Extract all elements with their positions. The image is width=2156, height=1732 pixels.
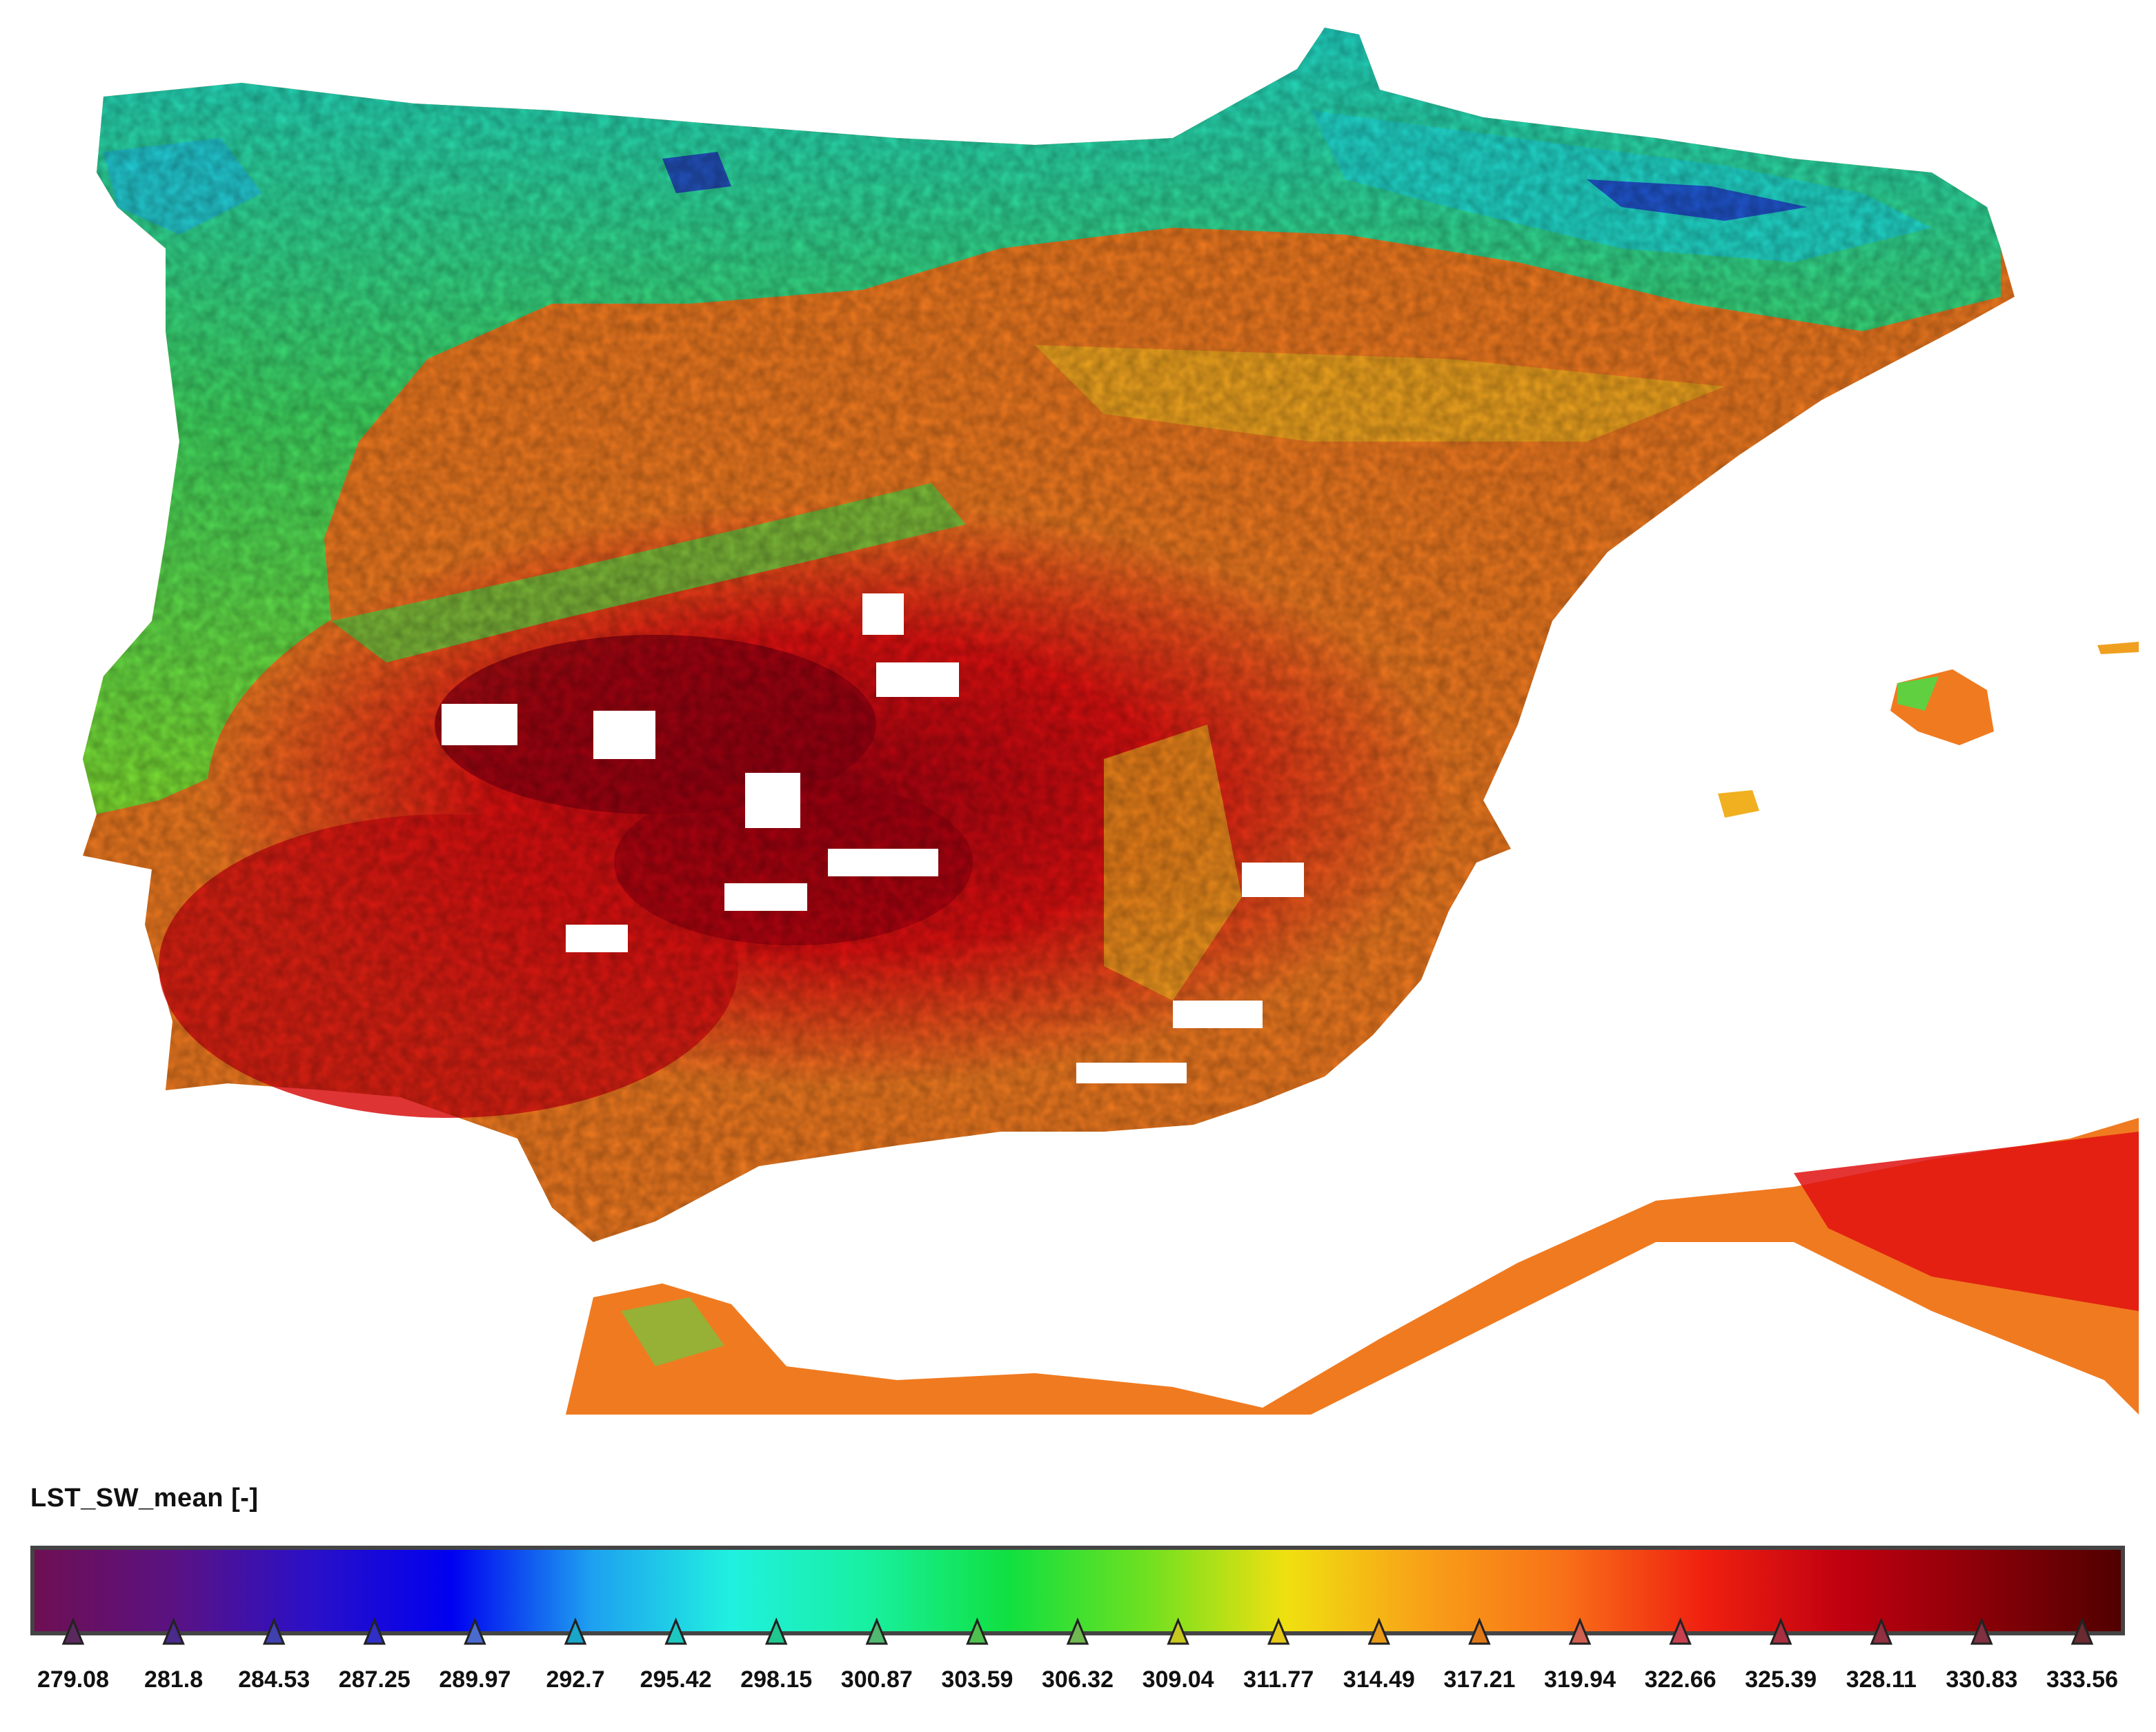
land-texture: [83, 28, 2015, 1242]
tick-label: 328.11: [1846, 1666, 1917, 1693]
tick-label: 298.15: [740, 1666, 812, 1693]
tick-markers: [0, 1608, 2156, 1663]
tick-label: 333.56: [2046, 1666, 2118, 1693]
tick-label: 303.59: [941, 1666, 1013, 1693]
tick-marker: [867, 1620, 887, 1644]
tick-label: 281.8: [144, 1666, 203, 1693]
tick-marker: [264, 1620, 284, 1644]
tick-marker: [2073, 1620, 2092, 1644]
balearic-menorca: [2097, 642, 2139, 654]
tick-marker: [63, 1620, 83, 1644]
tick-label: 317.21: [1443, 1666, 1515, 1693]
lst-map: [0, 0, 2156, 1435]
tick-label: 287.25: [339, 1666, 411, 1693]
tick-label: 292.7: [546, 1666, 604, 1693]
tick-label: 330.83: [1946, 1666, 2017, 1693]
tick-label: 314.49: [1343, 1666, 1415, 1693]
tick-label: 300.87: [841, 1666, 913, 1693]
tick-marker: [967, 1620, 987, 1644]
tick-marker: [1972, 1620, 1991, 1644]
tick-label: 306.32: [1042, 1666, 1114, 1693]
tick-label: 319.94: [1544, 1666, 1616, 1693]
tick-marker: [1671, 1620, 1690, 1644]
tick-marker: [1369, 1620, 1389, 1644]
balearic-mallorca: [1890, 669, 1994, 745]
tick-marker: [1269, 1620, 1288, 1644]
tick-marker: [465, 1620, 484, 1644]
tick-marker: [566, 1620, 585, 1644]
tick-label: 284.53: [238, 1666, 310, 1693]
tick-label: 322.66: [1645, 1666, 1717, 1693]
tick-marker: [1872, 1620, 1891, 1644]
tick-marker: [365, 1620, 384, 1644]
balearic-ibiza: [1718, 790, 1759, 818]
iberia-lst-map-svg: [0, 0, 2156, 1435]
tick-marker: [767, 1620, 786, 1644]
tick-label: 325.39: [1745, 1666, 1817, 1693]
tick-marker: [1068, 1620, 1087, 1644]
tick-marker: [666, 1620, 686, 1644]
tick-marker: [164, 1620, 184, 1644]
tick-label: 289.97: [439, 1666, 511, 1693]
tick-label: 311.77: [1243, 1666, 1314, 1693]
legend-title: LST_SW_mean [-]: [30, 1484, 259, 1513]
tick-marker: [1771, 1620, 1790, 1644]
tick-label: 309.04: [1143, 1666, 1214, 1693]
tick-marker: [1570, 1620, 1590, 1644]
tick-label: 279.08: [37, 1666, 109, 1693]
tick-marker: [1470, 1620, 1489, 1644]
tick-marker: [1169, 1620, 1188, 1644]
tick-label: 295.42: [640, 1666, 712, 1693]
